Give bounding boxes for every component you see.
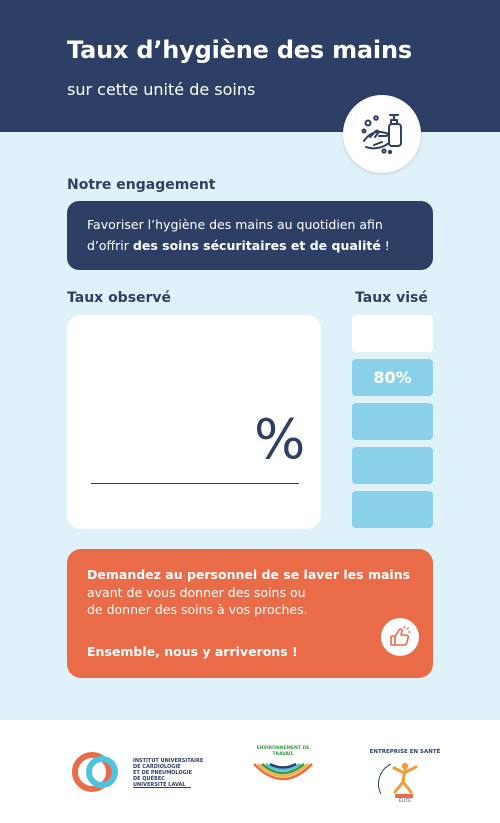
engagement-line-1: Favoriser l’hygiène des mains au quotidi… [87, 217, 383, 232]
header-banner: Taux d’hygiène des mains sur cette unité… [0, 0, 500, 132]
call-to-action-box: Demandez au personnel de se laver les ma… [67, 549, 433, 678]
hand-washing-icon [361, 114, 402, 155]
observed-rate-write-line [91, 483, 299, 484]
gauge-segment [352, 491, 433, 528]
gauge-segment [352, 403, 433, 440]
page-subtitle: sur cette unité de soins [67, 80, 256, 99]
thumbs-up-badge [381, 618, 419, 656]
iucpq-logo-divider [133, 787, 191, 788]
cta-line-1: Demandez au personnel de se laver les ma… [87, 567, 411, 582]
healthy-enterprise-logo-subtext: ÉLITE [398, 799, 412, 804]
work-environment-logo-text: ENVIRONNEMENT DE TRAVAIL [256, 746, 310, 757]
engagement-bold: des soins sécuritaires et de qualité [132, 238, 381, 253]
work-environment-logo-icon [253, 762, 313, 781]
iucpq-logo-text: INSTITUT UNIVERSITAIRE DE CARDIOLOGIE ET… [133, 758, 204, 788]
percent-sign: % [254, 408, 306, 471]
gauge-segment [352, 447, 433, 484]
footer-logos: INSTITUT UNIVERSITAIRE DE CARDIOLOGIE ET… [0, 720, 500, 823]
iucpq-logo-icon [72, 752, 118, 792]
engagement-suffix: ! [380, 238, 390, 253]
cta-closing: Ensemble, nous y arriverons ! [87, 644, 298, 659]
cta-line-2: avant de vous donner des soins ou [87, 584, 306, 600]
target-rate-value: 80% [373, 368, 412, 387]
gauge-segment-empty [352, 315, 433, 352]
engagement-line-2: d’offrir des soins sécuritaires et de qu… [87, 235, 413, 256]
page-title: Taux d’hygiène des mains [67, 36, 412, 64]
healthy-enterprise-logo-icon [378, 762, 418, 798]
healthy-enterprise-logo-text: ENTREPRISE EN SANTÉ [369, 749, 441, 755]
gauge-segment-target: 80% [352, 359, 433, 396]
engagement-heading: Notre engagement [67, 177, 216, 193]
target-rate-heading: Taux visé [355, 290, 428, 306]
cta-line-3: de donner des soins à vos proches. [87, 602, 308, 617]
observed-rate-heading: Taux observé [67, 290, 172, 306]
engagement-prefix: d’offrir [87, 238, 133, 253]
observed-rate-card: % [67, 315, 321, 529]
hand-washing-badge [343, 95, 421, 173]
engagement-box: Favoriser l’hygiène des mains au quotidi… [67, 201, 433, 270]
thumbs-up-icon [390, 626, 411, 646]
